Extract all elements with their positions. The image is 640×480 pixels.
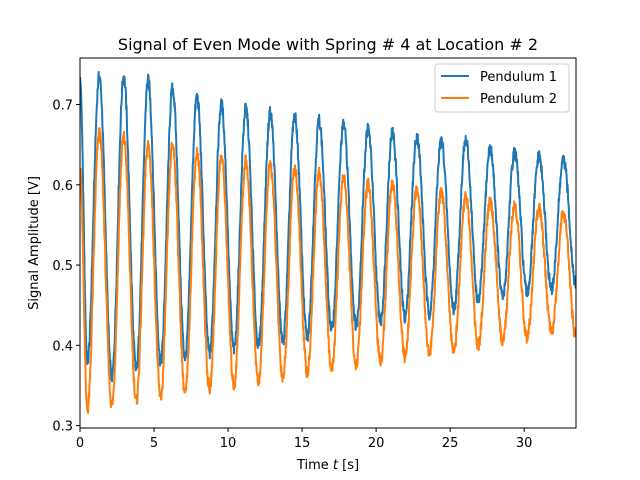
x-tick-label: 30 (516, 436, 533, 451)
x-tick-label: 15 (294, 436, 311, 451)
y-axis: 0.3 0.4 0.5 0.6 0.7 (52, 99, 80, 435)
legend-label-pendulum-2: Pendulum 2 (480, 92, 557, 107)
y-axis-title: Signal Amplitude [V] (27, 176, 42, 310)
y-tick-label: 0.3 (52, 420, 73, 435)
legend-label-pendulum-1: Pendulum 1 (480, 70, 557, 85)
x-axis-title: Time t [s] (296, 458, 359, 473)
plot-frame (79, 57, 577, 429)
y-tick-label: 0.7 (52, 99, 73, 114)
series-layer (80, 71, 576, 414)
x-axis-title-variable: t (333, 458, 339, 473)
x-tick-label: 0 (76, 436, 84, 451)
y-tick-label: 0.4 (52, 339, 73, 354)
x-tick-label: 20 (368, 436, 385, 451)
y-tick-label: 0.6 (52, 179, 73, 194)
x-axis-title-prefix: Time (296, 458, 333, 473)
x-axis-title-suffix: [s] (338, 458, 359, 473)
x-axis: 0 5 10 15 20 25 30 (76, 428, 533, 451)
series-line-pendulum-2 (80, 127, 576, 414)
x-tick-label: 10 (220, 436, 237, 451)
series-line-pendulum-1 (80, 71, 576, 383)
x-tick-label: 5 (150, 436, 158, 451)
legend: Pendulum 1 Pendulum 2 (434, 63, 570, 113)
y-tick-label: 0.5 (52, 259, 73, 274)
chart-title: Signal of Even Mode with Spring # 4 at L… (118, 35, 538, 54)
x-tick-label: 25 (442, 436, 459, 451)
